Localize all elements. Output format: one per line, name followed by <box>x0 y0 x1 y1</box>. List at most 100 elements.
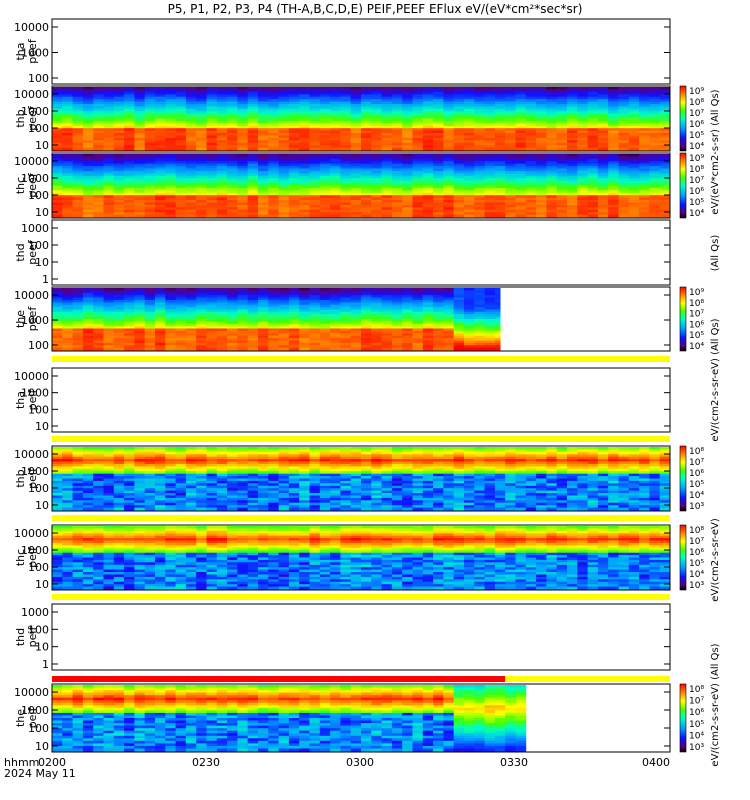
spectrogram-cell <box>412 288 424 291</box>
spectrogram-cell <box>134 123 146 127</box>
spectrogram-cell <box>525 94 537 98</box>
spectrogram-cell <box>381 292 393 296</box>
spectrogram-cell <box>288 163 300 167</box>
spectrogram-cell <box>567 202 578 206</box>
spectrogram-cell <box>464 96 475 100</box>
spectrogram-cell <box>278 156 290 160</box>
spectrogram-cell <box>567 113 578 117</box>
spectrogram-cell <box>62 197 73 201</box>
spectrogram-cell <box>288 197 300 201</box>
spectrogram-cell <box>93 214 104 218</box>
spectrogram-cell <box>155 140 166 144</box>
spectrogram-cell <box>299 309 310 313</box>
spectrogram-cell <box>288 319 300 322</box>
spectrogram-cell <box>247 185 259 189</box>
spectrogram-cell <box>402 128 413 132</box>
spectrogram-cell <box>165 347 176 351</box>
spectrogram-cell <box>124 459 135 463</box>
spectrogram-cell <box>278 108 290 112</box>
spectrogram-cell <box>155 314 166 318</box>
spectrogram-cell <box>82 180 94 184</box>
spectrogram-cell <box>206 466 218 470</box>
spectrogram-cell <box>185 466 197 470</box>
spectrogram-cell <box>453 307 465 311</box>
spectrogram-cell <box>52 307 63 311</box>
spectrogram-cell <box>113 311 125 315</box>
spectrogram-cell <box>196 338 207 342</box>
spectrogram-cell <box>422 113 434 117</box>
spectrogram-cell <box>144 461 156 465</box>
spectrogram-cell <box>443 163 455 167</box>
spectrogram-cell <box>165 180 176 184</box>
spectrogram-cell <box>155 297 166 301</box>
spectrogram-cell <box>391 128 403 132</box>
spectrogram-cell <box>165 297 176 301</box>
spectrogram-cell <box>412 113 424 117</box>
spectrogram-cell <box>371 140 382 144</box>
spectrogram-cell <box>350 145 362 149</box>
spectrogram-cell <box>330 340 341 344</box>
spectrogram-cell <box>515 123 527 127</box>
spectrogram-cell <box>546 200 558 203</box>
spectrogram-cell <box>484 163 496 167</box>
spectrogram-cell <box>165 168 176 172</box>
spectrogram-cell <box>185 488 197 492</box>
spectrogram-cell <box>175 87 187 90</box>
spectrogram-cell <box>113 116 125 120</box>
spectrogram-cell <box>103 304 115 308</box>
spectrogram-cell <box>165 173 176 177</box>
colorbar-tick-label: 10⁷ <box>689 176 704 186</box>
spectrogram-cell <box>93 447 104 450</box>
spectrogram-cell <box>268 340 279 344</box>
spectrogram-cell <box>268 118 279 122</box>
colorbar-tick-label: 10⁷ <box>689 109 704 119</box>
spectrogram-cell <box>216 214 228 218</box>
spectrogram-cell <box>288 311 300 315</box>
spectrogram-cell <box>113 202 125 206</box>
spectrogram-cell <box>567 135 578 139</box>
spectrogram-cell <box>422 304 434 308</box>
spectrogram-cell <box>124 101 135 105</box>
spectrogram-cell <box>82 476 94 480</box>
spectrogram-cell <box>144 342 156 346</box>
spectrogram-cell <box>299 108 310 112</box>
spectrogram-cell <box>124 493 135 496</box>
spectrogram-cell <box>268 333 279 337</box>
spectrogram-cell <box>144 319 156 322</box>
spectrogram-cell <box>247 116 259 120</box>
spectrogram-cell <box>546 118 558 122</box>
spectrogram-cell <box>124 500 135 504</box>
spectrogram-cell <box>587 171 599 174</box>
spectrogram-cell <box>227 130 238 134</box>
spectrogram-cell <box>52 497 63 501</box>
spectrogram-cell <box>227 168 238 172</box>
spectrogram-cell <box>402 175 413 179</box>
spectrogram-cell <box>237 335 249 339</box>
spectrogram-cell <box>216 290 228 294</box>
spectrogram-cell <box>196 292 207 296</box>
spectrogram-cell <box>258 314 269 318</box>
spectrogram-cell <box>443 158 455 162</box>
spectrogram-cell <box>371 180 382 184</box>
spectrogram-cell <box>124 454 135 458</box>
spectrogram-cell <box>144 295 156 299</box>
spectrogram-cell <box>577 120 588 124</box>
spectrogram-cell <box>484 345 496 349</box>
spectrogram-cell <box>422 104 434 107</box>
spectrogram-cell <box>361 156 372 160</box>
spectrogram-cell <box>567 108 578 112</box>
spectrogram-cell <box>103 128 115 132</box>
spectrogram-cell <box>124 128 135 132</box>
spectrogram-cell <box>103 342 115 346</box>
spectrogram-cell <box>422 214 434 218</box>
spectrogram-cell <box>185 288 197 291</box>
spectrogram-cell <box>206 483 218 487</box>
spectrogram-cell <box>330 96 341 100</box>
spectrogram-cell <box>371 347 382 351</box>
spectrogram-cell <box>299 142 310 146</box>
spectrogram-cell <box>113 449 125 453</box>
spectrogram-cell <box>247 171 259 174</box>
spectrogram-cell <box>608 125 619 129</box>
spectrogram-cell <box>474 307 485 311</box>
